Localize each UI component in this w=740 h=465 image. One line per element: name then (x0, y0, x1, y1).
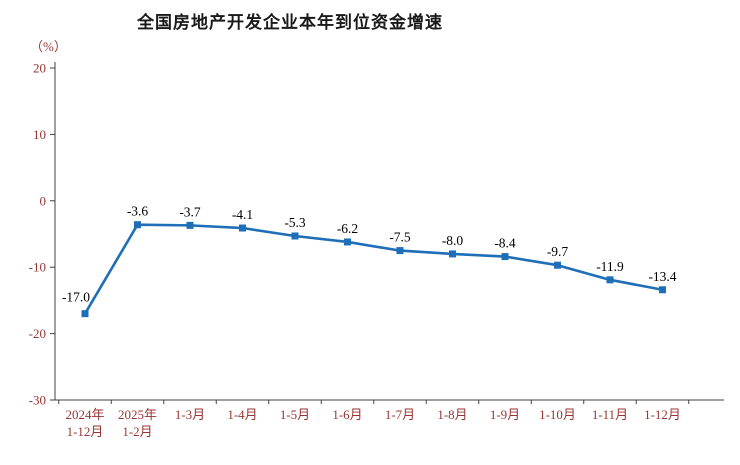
x-axis-tick-label: 2024年 (65, 407, 104, 422)
y-axis-tick-label: 20 (33, 61, 46, 76)
data-point-marker (501, 253, 509, 261)
data-point-marker (554, 261, 561, 269)
data-point-label: -6.2 (337, 221, 358, 236)
y-axis-tick-label: -20 (29, 326, 46, 341)
x-axis-tick-label: 1-6月 (332, 407, 362, 422)
data-point-marker (291, 232, 299, 240)
data-point-label: -5.3 (284, 215, 306, 230)
x-axis-tick-label: 1-7月 (385, 407, 415, 422)
data-point-marker (239, 224, 246, 232)
x-axis-tick-label: 1-8月 (437, 407, 467, 422)
x-axis-tick-label: 1-9月 (490, 407, 520, 422)
x-axis-tick-label: 1-12月 (67, 424, 104, 439)
data-point-marker (81, 310, 89, 318)
x-axis-tick-label: 1-11月 (592, 407, 628, 422)
data-point-label: -9.7 (547, 244, 569, 259)
data-point-marker (606, 276, 614, 284)
y-axis-unit-label: （%） (30, 39, 67, 54)
x-axis-tick-label: 1-12月 (644, 407, 681, 422)
data-point-marker (659, 286, 666, 294)
data-point-label: -8.4 (494, 236, 516, 251)
x-axis-tick-label: 1-2月 (122, 424, 152, 439)
data-point-marker (186, 221, 194, 229)
data-point-marker (344, 238, 351, 246)
data-point-label: -8.0 (442, 233, 464, 248)
x-axis-tick-label: 1-4月 (227, 407, 257, 422)
x-axis-tick-label: 1-10月 (539, 407, 576, 422)
y-axis-tick-label: -10 (29, 260, 46, 275)
data-point-label: -7.5 (389, 230, 411, 245)
data-point-label: -4.1 (232, 207, 253, 222)
y-axis-tick-label: 10 (33, 127, 46, 142)
data-point-label: -17.0 (62, 290, 90, 305)
data-point-label: -3.6 (127, 204, 149, 219)
x-axis-tick-label: 1-5月 (280, 407, 310, 422)
data-series-line (83, 223, 664, 315)
x-axis-tick-label: 1-3月 (175, 407, 205, 422)
data-point-marker (396, 247, 404, 255)
data-point-marker (134, 221, 141, 229)
data-point-label: -13.4 (648, 269, 676, 284)
x-axis-tick-label: 2025年 (118, 407, 157, 422)
data-point-label: -3.7 (179, 204, 201, 219)
y-axis-tick-label: 0 (40, 193, 47, 208)
data-point-label: -11.9 (596, 259, 624, 274)
y-axis-tick-label: -30 (29, 393, 46, 408)
data-point-marker (449, 250, 456, 258)
chart-title: 全国房地产开发企业本年到位资金增速 (137, 13, 443, 32)
